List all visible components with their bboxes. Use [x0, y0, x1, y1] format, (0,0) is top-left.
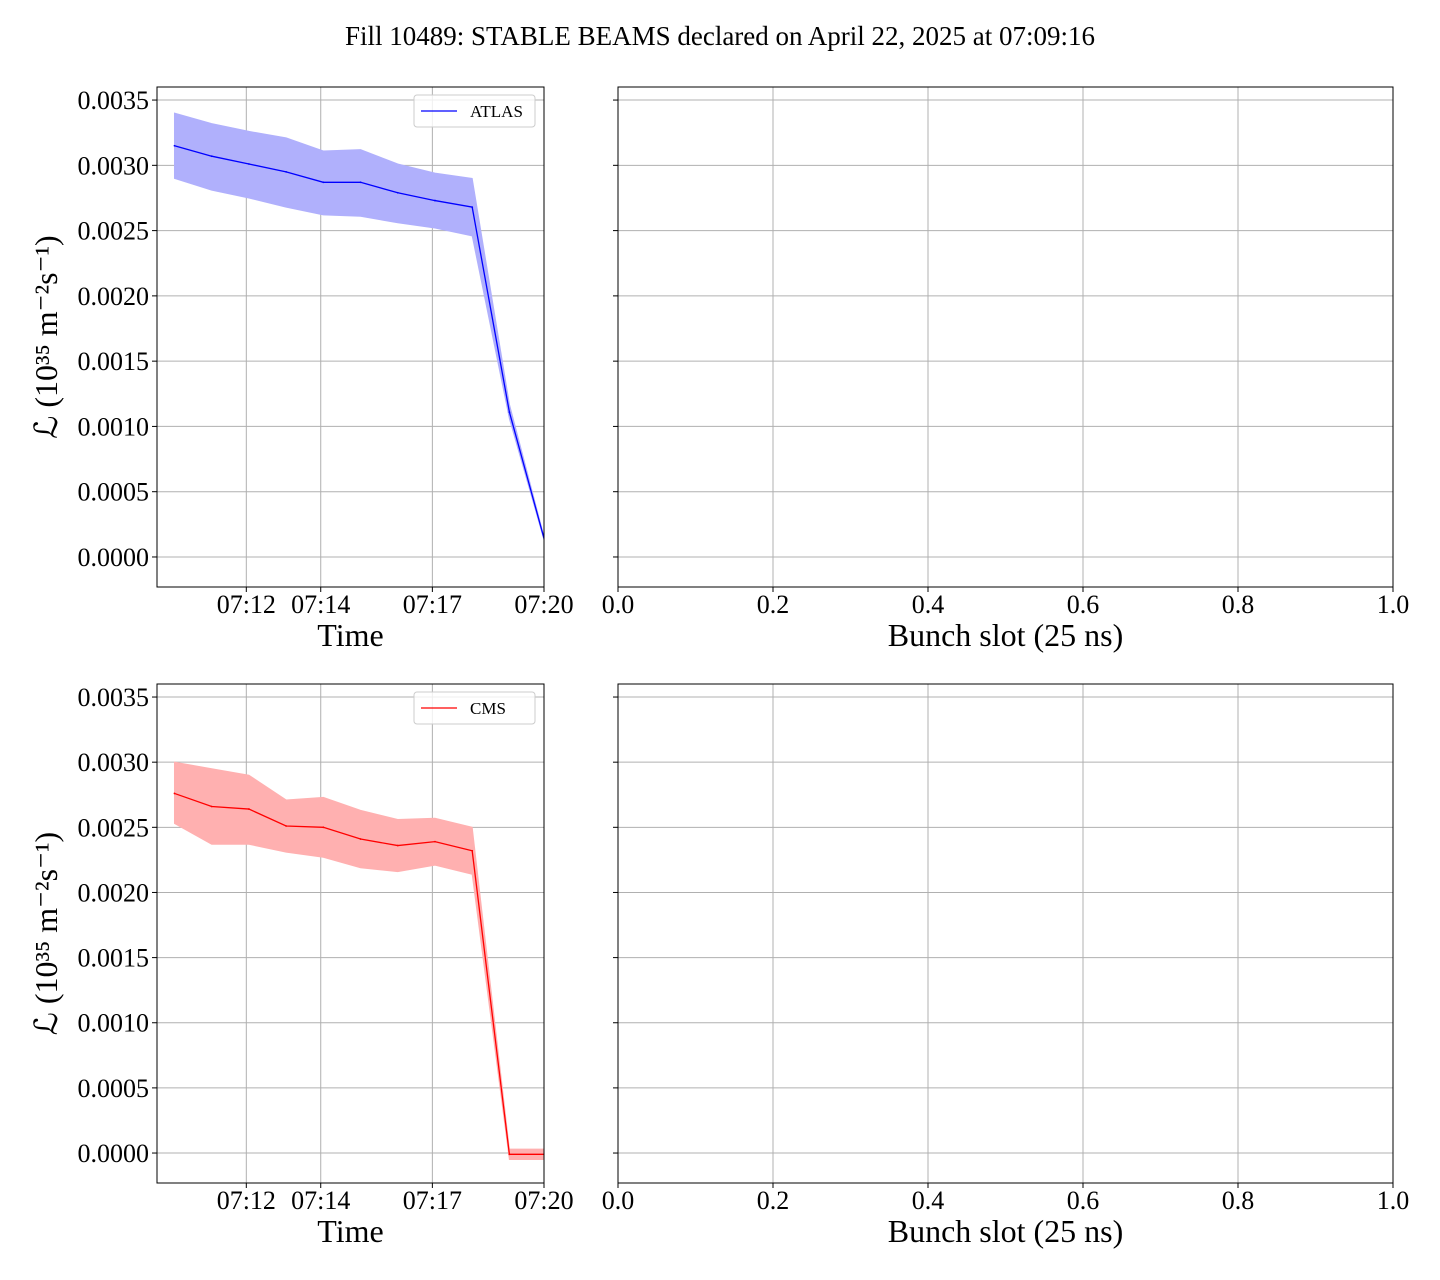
series-point-atlas [434, 199, 436, 202]
y-tick-label: 0.0035 [78, 86, 150, 115]
series-point-atlas [322, 181, 325, 184]
axes-frame [617, 86, 1394, 588]
x-tick-label: 07:17 [403, 1186, 462, 1215]
series-point-cms [285, 825, 288, 827]
x-axis-label: Time [317, 617, 383, 653]
panel-bottom-right: 0.0 0.2 0.4 0.6 0.8 1.0 Bunch slot (25 ns) [602, 683, 1410, 1249]
x-tick-label: 07:14 [291, 590, 350, 619]
series-point-cms [434, 840, 436, 843]
x-tick-label: 07:20 [514, 590, 573, 619]
x-tick-label: 0.6 [1067, 1186, 1100, 1215]
legend-label: ATLAS [470, 102, 523, 121]
legend-box [413, 94, 536, 128]
y-tick-label: 0.0010 [78, 412, 150, 441]
series-point-cms [546, 1153, 548, 1155]
series-point-atlas [285, 170, 288, 173]
x-tick-label: 1.0 [1377, 1186, 1410, 1215]
series-point-cms [508, 1153, 511, 1156]
panel-bottom-left: 0.0000 0.0005 0.0010 0.0015 0.0020 0.0025 0.00… [28, 683, 574, 1249]
panel-top-right: 0.0 0.2 0.4 0.6 0.8 1.0 Bunch slot (25 ns) [602, 86, 1410, 653]
axes-frame [156, 86, 545, 588]
series-point-cms [248, 808, 250, 810]
y-tick-label: 0.0000 [78, 543, 150, 572]
x-tick-label: 07:17 [403, 590, 462, 619]
x-tick-label: 0.2 [757, 590, 790, 619]
y-axis-label: ℒ (10³⁵ m⁻²s⁻¹) [28, 832, 64, 1035]
x-axis-label: Time [317, 1213, 383, 1249]
legend-box [413, 691, 536, 725]
series-point-atlas [173, 144, 176, 147]
y-tick-label: 0.0020 [78, 282, 150, 311]
panels: 0.00000.00050.00100.00150.00200.00250.00… [28, 86, 1409, 1249]
y-tick-label: 0.0000 [78, 1139, 150, 1168]
series-point-atlas [508, 411, 511, 413]
series-point-cms [471, 849, 474, 852]
suptitle: Fill 10489: STABLE BEAMS declared on Apr… [345, 21, 1095, 51]
y-tick-label: 0.0005 [78, 478, 150, 507]
y-tick-label: 0.0025 [78, 217, 150, 246]
series-point-atlas [359, 181, 362, 184]
y-tick-label: 0.0015 [78, 944, 150, 973]
x-tick-label: 0.8 [1222, 590, 1255, 619]
y-tick-label: 0.0030 [78, 151, 150, 180]
legend: CMS [413, 691, 536, 725]
series-point-atlas [210, 155, 213, 158]
series-band-atlas [173, 112, 544, 542]
x-axis-label: Bunch slot (25 ns) [888, 617, 1124, 653]
axes-frame [617, 683, 1394, 1184]
series-point-cms [359, 838, 362, 840]
axes-frame [156, 683, 545, 1184]
x-tick-label: 07:20 [514, 1186, 573, 1215]
x-tick-label: 0.6 [1067, 590, 1100, 619]
x-tick-label: 0.4 [912, 590, 945, 619]
x-tick-label: 1.0 [1377, 590, 1410, 619]
legend: ATLAS [413, 94, 536, 128]
y-tick-label: 0.0035 [78, 683, 150, 712]
series-point-atlas [546, 547, 548, 549]
series-point-cms [210, 805, 213, 808]
y-tick-label: 0.0030 [78, 748, 150, 777]
series-point-atlas [396, 191, 399, 194]
x-tick-label: 0.2 [757, 1186, 790, 1215]
series-point-atlas [248, 163, 250, 165]
series-band-cms [173, 761, 544, 1161]
x-tick-label: 07:12 [217, 1186, 276, 1215]
y-tick-label: 0.0015 [78, 347, 150, 376]
y-tick-label: 0.0010 [78, 1009, 150, 1038]
x-tick-label: 07:12 [217, 590, 276, 619]
panel-top-left: 0.0000 0.0005 0.0010 0.0015 0.0020 0.0025 0.00… [28, 86, 574, 653]
series-point-cms [322, 826, 325, 829]
series-point-cms [173, 792, 176, 795]
x-tick-label: 0.0 [602, 1186, 635, 1215]
x-axis-label: Bunch slot (25 ns) [888, 1213, 1124, 1249]
x-tick-label: 0.4 [912, 1186, 945, 1215]
x-tick-label: 0.0 [602, 590, 635, 619]
y-tick-label: 0.0020 [78, 878, 150, 907]
legend-label: CMS [470, 699, 506, 718]
x-tick-label: 07:14 [291, 1186, 350, 1215]
series-point-cms [396, 844, 399, 847]
series-point-atlas [471, 206, 474, 209]
y-tick-label: 0.0005 [78, 1074, 150, 1103]
y-axis-label: ℒ (10³⁵ m⁻²s⁻¹) [28, 235, 64, 438]
x-tick-label: 0.8 [1222, 1186, 1255, 1215]
y-tick-label: 0.0025 [78, 813, 150, 842]
